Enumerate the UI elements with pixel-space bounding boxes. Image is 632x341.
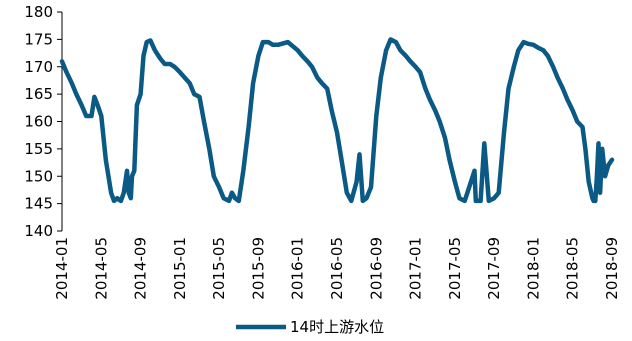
x-tick-label: 2018-01 xyxy=(524,237,542,300)
x-tick-label: 2017-05 xyxy=(446,237,464,300)
y-tick-label: 180 xyxy=(24,3,53,21)
legend: 14时上游水位 xyxy=(236,318,384,336)
x-axis-ticks: 2014-01 2014-05 2014-09 2015-01 2015-05 2015-… xyxy=(53,237,621,300)
x-tick-label: 2017-01 xyxy=(407,237,425,300)
y-tick-label: 145 xyxy=(24,195,53,213)
y-tick-label: 150 xyxy=(24,167,53,185)
x-tick-label: 2016-09 xyxy=(367,237,385,300)
legend-label: 14时上游水位 xyxy=(290,318,384,336)
x-tick-label: 2017-09 xyxy=(485,237,503,300)
x-tick-label: 2016-05 xyxy=(328,237,346,300)
y-tick-label: 155 xyxy=(24,140,53,158)
x-tick-label: 2015-01 xyxy=(171,237,189,300)
y-axis-ticks: 140 145 150 155 160 165 170 175 180 xyxy=(24,3,62,240)
x-tick-label: 2018-05 xyxy=(564,237,582,300)
x-tick-label: 2014-01 xyxy=(53,237,71,300)
series-line-water-level xyxy=(59,37,615,204)
x-tick-label: 2014-05 xyxy=(92,237,110,300)
x-tick-label: 2018-09 xyxy=(603,237,621,300)
x-tick-label: 2016-01 xyxy=(289,237,307,300)
x-tick-label: 2014-09 xyxy=(132,237,150,300)
x-tick-label: 2015-09 xyxy=(249,237,267,300)
x-tick-label: 2015-05 xyxy=(210,237,228,300)
y-tick-label: 140 xyxy=(24,222,53,240)
y-tick-label: 165 xyxy=(24,85,53,103)
y-tick-label: 175 xyxy=(24,30,53,48)
y-tick-label: 160 xyxy=(24,113,53,131)
y-tick-label: 170 xyxy=(24,58,53,76)
